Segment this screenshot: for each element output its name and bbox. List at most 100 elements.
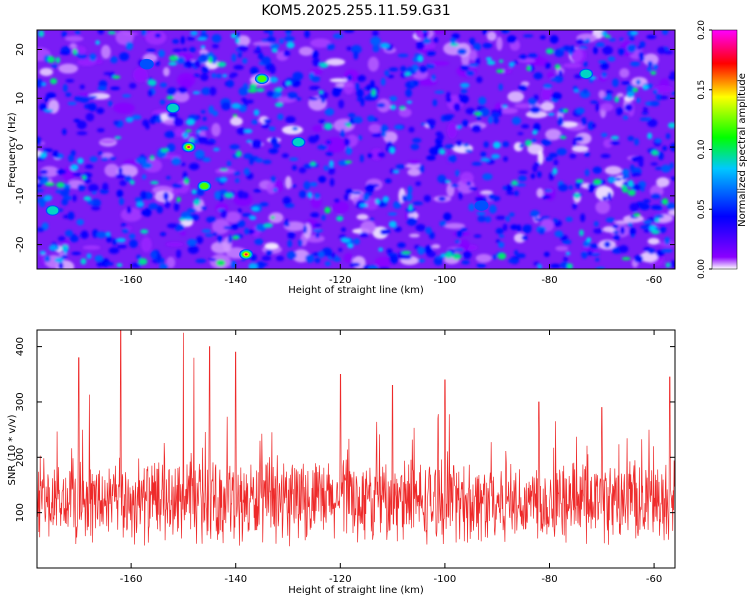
heatmap-blob	[629, 202, 639, 212]
heatmap-blob	[603, 240, 611, 248]
heatmap-blob	[521, 235, 528, 241]
heatmap-spot	[235, 37, 240, 44]
heatmap-blob	[495, 215, 506, 220]
heatmap-blob	[544, 62, 551, 69]
heatmap-spot	[147, 79, 157, 86]
heatmap-blob	[87, 95, 98, 99]
heatmap-spot	[401, 250, 412, 255]
heatmap-spot	[565, 251, 571, 256]
heatmap-spot	[70, 164, 79, 171]
heatmap-blob	[476, 262, 487, 268]
heatmap-blob	[665, 133, 671, 140]
heatmap-blob	[351, 191, 362, 195]
heatmap-blob	[254, 238, 264, 246]
heatmap-blob	[602, 45, 614, 55]
heatmap-blob	[565, 216, 573, 222]
heatmap-blob	[201, 65, 210, 74]
heatmap-low-blob	[343, 80, 355, 95]
heatmap-low-blob	[325, 58, 346, 66]
heatmap-blob	[639, 202, 650, 211]
heatmap-low-blob	[368, 123, 382, 134]
heatmap-blob	[101, 157, 109, 161]
heatmap-spot	[263, 222, 273, 228]
heatmap-blob	[150, 250, 157, 259]
heatmap-blob	[45, 92, 57, 99]
heatmap-blob	[543, 251, 550, 257]
heatmap-spot	[232, 235, 240, 240]
heatmap-blob	[200, 205, 207, 211]
heatmap-blob	[287, 231, 296, 240]
heatmap-blob	[37, 188, 44, 193]
heatmap-blob	[211, 73, 217, 79]
heatmap-blob	[135, 157, 147, 164]
heatmap-blob	[156, 113, 162, 123]
heatmap-blob	[530, 209, 540, 218]
heatmap-blob	[237, 44, 249, 52]
heatmap-spot	[43, 108, 54, 113]
heatmap-blob	[269, 43, 280, 49]
heatmap-spot	[404, 71, 412, 77]
heatmap-spot	[485, 57, 492, 61]
heatmap-low-blob	[408, 233, 420, 238]
heatmap-spot	[566, 263, 573, 269]
heatmap-blob	[158, 49, 166, 58]
heatmap-blob	[620, 226, 625, 235]
heatmap-blob	[353, 238, 360, 245]
heatmap-low-blob	[367, 56, 379, 72]
heatmap-blob	[298, 190, 307, 199]
heatmap-spot	[208, 56, 213, 64]
heatmap-spot	[526, 65, 531, 71]
heatmap-blob	[245, 99, 254, 104]
heatmap-blob	[389, 95, 398, 102]
heatmap-blob	[37, 78, 43, 88]
heatmap-spot	[140, 229, 149, 234]
x-tick-label: -80	[541, 574, 557, 585]
heatmap-blob	[44, 96, 49, 103]
heatmap-blob	[325, 139, 332, 145]
heatmap-blob	[444, 114, 455, 118]
heatmap-blob	[380, 124, 389, 133]
heatmap-blob	[576, 38, 585, 44]
heatmap-low-blob	[595, 200, 611, 214]
heatmap-blob	[563, 256, 569, 263]
heatmap-blob	[450, 183, 460, 188]
heatmap-blob	[182, 171, 188, 181]
heatmap-blob	[148, 203, 159, 210]
heatmap-blob	[478, 96, 487, 105]
heatmap-blob	[474, 57, 481, 66]
heatmap-low-blob	[398, 108, 412, 118]
heatmap-spot	[654, 217, 660, 223]
heatmap-spot	[340, 237, 351, 243]
heatmap-low-blob	[141, 236, 152, 253]
heatmap-spot	[72, 48, 78, 56]
heatmap-low-blob	[264, 242, 279, 250]
heatmap-spot	[168, 61, 178, 66]
heatmap-blob	[516, 253, 526, 259]
heatmap-blob	[372, 30, 379, 37]
heatmap-spot	[135, 201, 145, 208]
heatmap-blob	[551, 92, 562, 100]
heatmap-spot	[116, 263, 123, 268]
heatmap-blob	[120, 223, 127, 227]
heatmap-spot	[185, 129, 192, 133]
heatmap-blob	[311, 75, 321, 83]
heatmap-blob	[249, 66, 259, 76]
heatmap-blob	[163, 191, 169, 201]
heatmap-blob	[408, 126, 415, 133]
heatmap-peak-level	[292, 137, 305, 147]
heatmap-blob	[394, 226, 402, 232]
heatmap-blob	[171, 156, 181, 166]
heatmap-blob	[530, 173, 536, 179]
heatmap-blob	[282, 196, 292, 205]
heatmap-blob	[156, 253, 162, 262]
heatmap-blob	[172, 48, 183, 53]
heatmap-blob	[345, 188, 354, 195]
heatmap-peak-level	[47, 206, 59, 215]
heatmap-low-blob	[312, 125, 323, 133]
heatmap-blob	[533, 261, 540, 266]
heatmap-blob	[628, 227, 637, 236]
heatmap-blob	[572, 203, 577, 210]
heatmap-x-ticks: -160 -140 -120 -100 -80 -60	[120, 30, 662, 286]
heatmap-low-blob	[639, 251, 658, 263]
heatmap-blob	[462, 143, 470, 148]
